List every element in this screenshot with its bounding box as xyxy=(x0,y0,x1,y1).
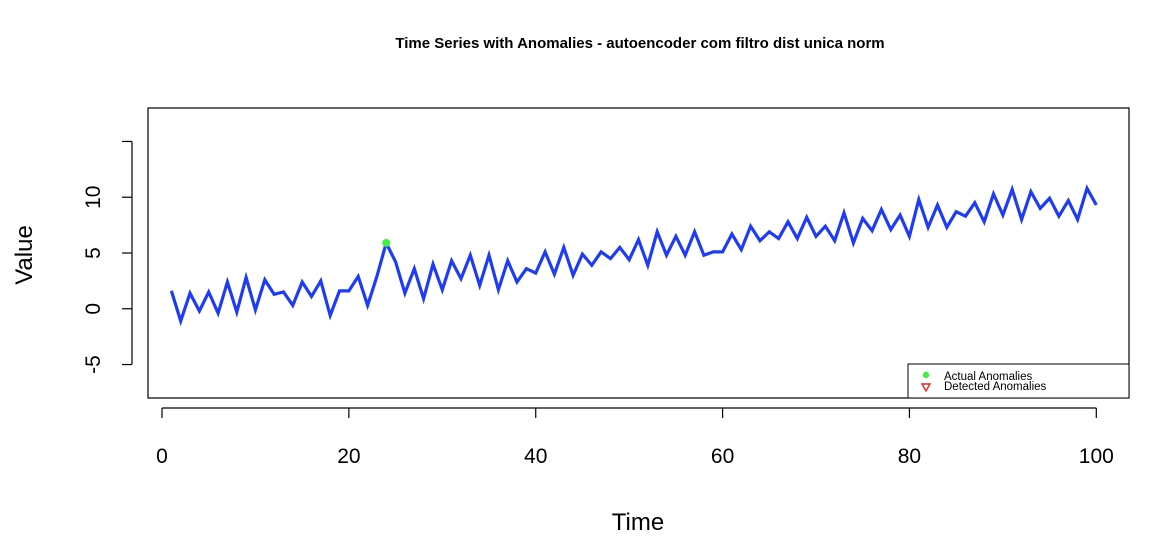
y-axis-title: Value xyxy=(11,225,38,285)
x-tick-label: 80 xyxy=(898,445,921,468)
x-tick-label: 100 xyxy=(1079,445,1114,468)
legend-box xyxy=(907,363,1130,399)
plot-frame xyxy=(147,107,1130,399)
x-tick-label: 0 xyxy=(156,445,168,468)
y-tick-label: 10 xyxy=(82,186,105,209)
legend-detected-anomalies-label: Detected Anomalies xyxy=(944,381,1047,393)
x-tick-label: 60 xyxy=(711,445,734,468)
legend-actual-anomalies-label: Actual Anomalies xyxy=(944,371,1032,383)
actual-anomaly-point xyxy=(382,238,391,247)
y-tick-label: 5 xyxy=(82,247,105,259)
series-line-time-series xyxy=(169,184,1098,327)
y-tick-label: -5 xyxy=(82,355,105,374)
x-tick-label: 40 xyxy=(524,445,547,468)
series-layer xyxy=(169,184,1098,327)
y-axis: -5 0 5 10 xyxy=(82,140,133,374)
x-axis-title: Time xyxy=(612,509,664,536)
x-tick-label: 20 xyxy=(337,445,360,468)
x-axis: 0 20 40 60 80 100 xyxy=(156,407,1114,468)
chart-title: Time Series with Anomalies - autoencoder… xyxy=(395,35,884,52)
legend-detected-anomalies-marker xyxy=(920,383,932,393)
legend-actual-anomalies-marker xyxy=(922,371,930,379)
anomaly-layer xyxy=(382,238,391,247)
legend: Actual Anomalies Detected Anomalies xyxy=(907,363,1130,399)
y-tick-label: 0 xyxy=(82,303,105,315)
